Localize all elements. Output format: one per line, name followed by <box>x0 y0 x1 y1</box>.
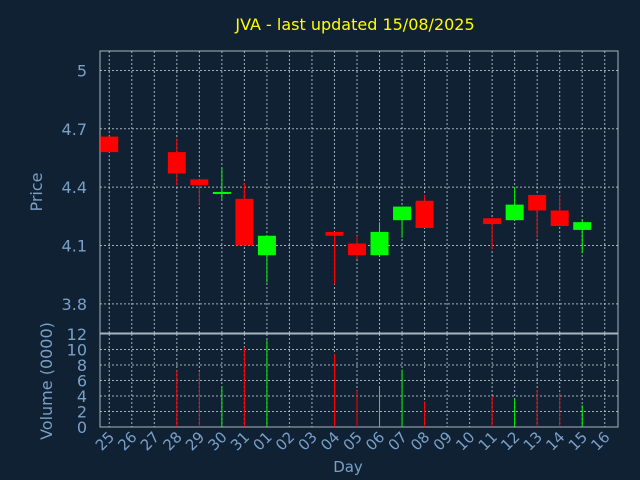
price-y-ticks: 5 4.7 4.4 4.1 3.8 <box>62 61 87 313</box>
volume-bars <box>176 340 583 427</box>
candle-body <box>528 194 547 211</box>
candle-body <box>100 136 119 153</box>
candles <box>100 136 592 285</box>
price-tick-label: 4.7 <box>62 120 87 139</box>
candle-body <box>348 243 366 256</box>
candle-body <box>212 191 231 194</box>
candle-body <box>415 200 434 228</box>
volume-tick-label: 10 <box>67 341 87 360</box>
candle-body <box>167 152 186 174</box>
price-axis-label: Price <box>27 172 46 211</box>
volume-tick-label: 6 <box>77 372 87 391</box>
volume-tick-label: 0 <box>77 418 87 437</box>
volume-tick-label: 4 <box>77 387 87 406</box>
price-panel: 5 4.7 4.4 4.1 3.8 Price <box>27 50 619 334</box>
x-ticks: 2526272829303101020304050607080910111213… <box>92 428 614 454</box>
volume-panel-frame <box>99 333 619 428</box>
price-tick-label: 5 <box>77 61 87 80</box>
candle-body <box>393 206 412 221</box>
chart-title: JVA - last updated 15/08/2025 <box>234 15 474 34</box>
x-tick-label: 16 <box>587 428 613 454</box>
price-tick-label: 4.1 <box>62 236 87 255</box>
candle-body <box>325 231 344 236</box>
candle-body <box>235 198 254 246</box>
candle-body <box>573 222 592 230</box>
volume-tick-label: 2 <box>77 403 87 422</box>
candle-body <box>257 235 276 256</box>
candle-body <box>370 231 389 256</box>
price-panel-frame <box>99 50 619 334</box>
candle-body <box>505 204 524 221</box>
price-tick-label: 4.4 <box>62 178 87 197</box>
volume-axis-label: Volume (0000) <box>37 322 56 440</box>
volume-tick-label: 8 <box>77 356 87 375</box>
candle-body <box>190 179 209 186</box>
price-tick-label: 3.8 <box>62 295 87 314</box>
candle-body <box>550 210 569 227</box>
volume-tick-label: 12 <box>67 325 87 344</box>
candle-body <box>483 218 502 225</box>
x-axis-label: Day <box>333 458 363 476</box>
